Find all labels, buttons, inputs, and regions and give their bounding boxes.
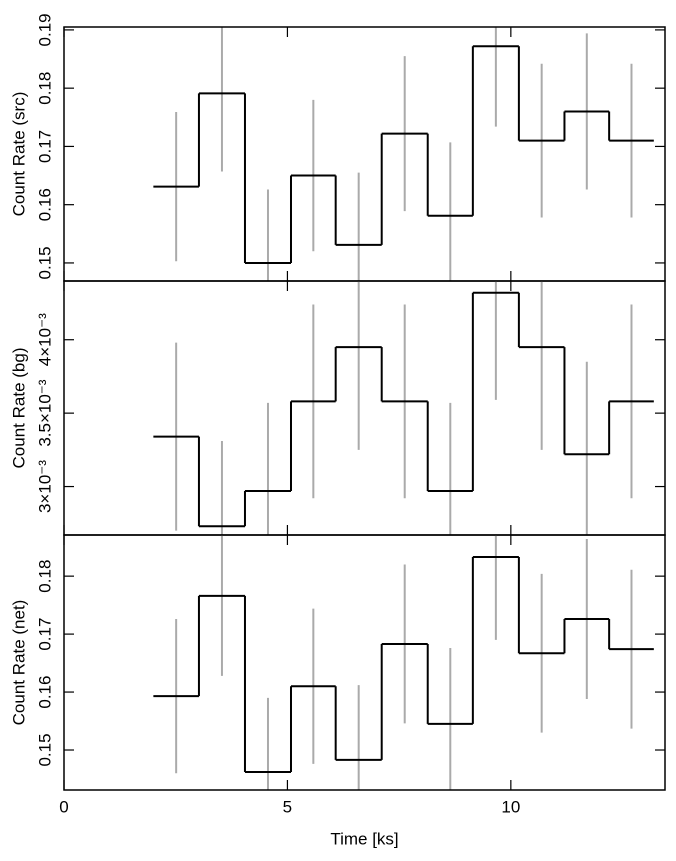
y-tick-label: 0.15 xyxy=(35,733,54,766)
y-axis-label: Count Rate (net) xyxy=(9,600,28,726)
y-tick-label: 3.5×10⁻³ xyxy=(35,379,54,446)
frame xyxy=(63,534,666,791)
y-axis-label: Count Rate (src) xyxy=(9,92,28,217)
y-tick-label: 4×10⁻³ xyxy=(35,313,54,366)
y-tick-label: 0.17 xyxy=(35,618,54,651)
x-tick-label: 5 xyxy=(283,797,292,816)
frame xyxy=(63,280,666,536)
x-tick-label: 10 xyxy=(501,797,520,816)
y-tick-label: 0.15 xyxy=(35,246,54,279)
y-tick-label: 0.16 xyxy=(35,188,54,221)
x-axis-label: Time [ks] xyxy=(330,829,398,848)
y-tick-label: 0.18 xyxy=(35,560,54,593)
frame xyxy=(63,26,666,282)
plot-area xyxy=(153,27,654,281)
y-tick-label: 3×10⁻³ xyxy=(35,460,54,513)
y-tick-label: 0.19 xyxy=(35,13,54,46)
y-tick-label: 0.16 xyxy=(35,676,54,709)
y-axis-label: Count Rate (bg) xyxy=(9,348,28,469)
y-tick-label: 0.17 xyxy=(35,130,54,163)
plot-area xyxy=(153,535,654,790)
plot-area xyxy=(153,281,654,535)
y-tick-label: 0.18 xyxy=(35,72,54,105)
x-tick-label: 0 xyxy=(59,797,68,816)
